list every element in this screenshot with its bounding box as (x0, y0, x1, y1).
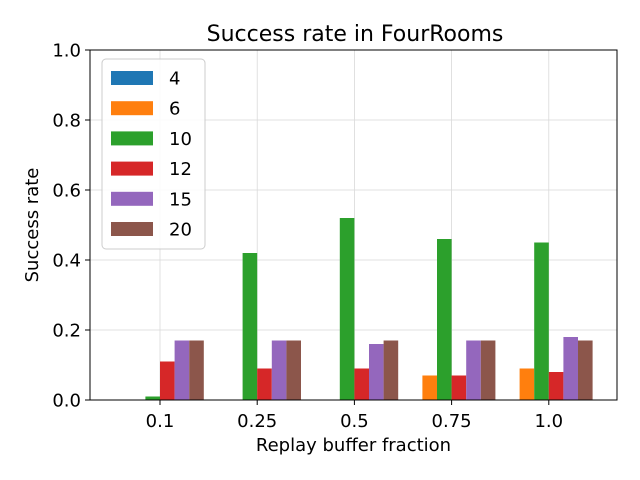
legend-label: 15 (169, 189, 192, 210)
bars (145, 218, 593, 400)
bar-series-20 (286, 340, 301, 400)
bar-series-10 (437, 239, 452, 400)
x-tick-label: 0.1 (146, 411, 175, 432)
legend-swatch (111, 161, 153, 176)
legend-swatch (111, 71, 153, 85)
y-tick-label: 0.4 (52, 251, 81, 272)
bar-series-12 (257, 368, 272, 400)
plot-frame (89, 49, 618, 401)
legend-swatch (111, 191, 153, 206)
y-tick-label: 0.8 (52, 111, 81, 132)
legend-label: 4 (169, 69, 180, 90)
x-axis-label: Replay buffer fraction (256, 435, 451, 456)
legend-swatch (111, 222, 153, 236)
legend-label: 20 (169, 220, 192, 241)
x-tick-label: 0.75 (432, 411, 472, 432)
legend-label: 10 (169, 129, 192, 150)
legend-label: 6 (169, 99, 180, 120)
bar-series-10 (242, 253, 258, 400)
chart-title: Success rate in FourRooms (207, 22, 504, 47)
bar-series-15 (563, 337, 578, 400)
bar-series-20 (383, 340, 399, 400)
y-tick-label: 0.6 (52, 181, 81, 202)
x-tick-label: 0.5 (340, 411, 369, 432)
x-tick-label: 1.0 (534, 411, 563, 432)
bar-series-15 (466, 340, 481, 400)
bar-series-20 (480, 340, 496, 400)
y-tick-label: 1.0 (52, 41, 81, 62)
bar-series-15 (174, 340, 190, 400)
bar-series-10 (145, 396, 160, 400)
bar-series-10 (339, 218, 355, 400)
bar-series-15 (271, 340, 287, 400)
bar-series-12 (354, 368, 369, 400)
bar-series-12 (548, 372, 564, 400)
y-tick-label: 0.2 (52, 321, 81, 342)
bar-series-12 (451, 375, 467, 400)
bar-series-20 (578, 340, 593, 400)
legend-label: 12 (169, 159, 192, 180)
legend: 4 6 10 12 15 20 (101, 58, 206, 250)
axis-ticks: 0.0 0.2 0.4 0.6 0.8 1.0 0.1 0.25 0.5 0.75 1.0 (52, 41, 563, 433)
legend-swatch (111, 131, 153, 146)
bar-series-10 (534, 242, 549, 400)
bar-series-12 (160, 361, 175, 400)
legend-swatch (111, 101, 153, 116)
bar-series-6 (519, 368, 535, 400)
y-axis-label: Success rate (22, 168, 43, 283)
x-tick-label: 0.25 (237, 411, 277, 432)
bar-series-15 (369, 344, 384, 400)
bar-series-6 (422, 375, 437, 400)
bar-series-20 (189, 340, 204, 400)
y-tick-label: 0.0 (52, 391, 81, 412)
